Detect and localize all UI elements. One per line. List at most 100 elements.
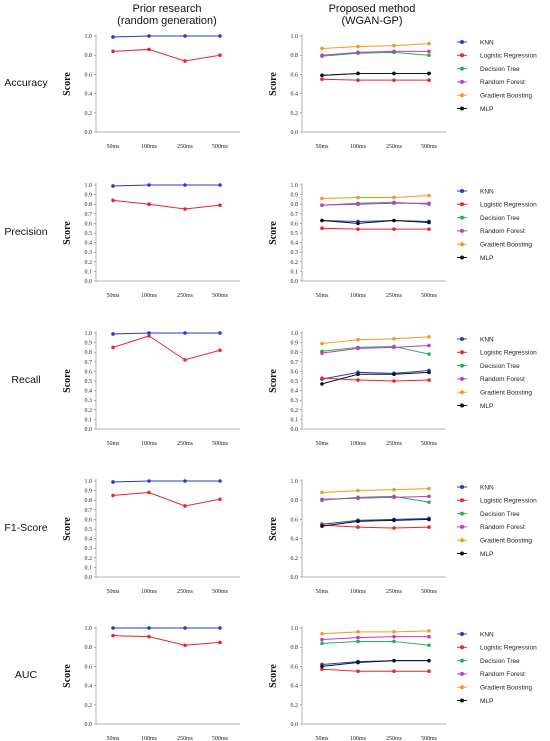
legend: KNN Logistic Regression Decision Tree Rando… bbox=[457, 484, 537, 558]
series-line bbox=[321, 660, 429, 667]
data-point bbox=[427, 525, 431, 529]
x-tick-label: 500ms bbox=[212, 736, 229, 741]
y-tick-label: 0.6 bbox=[291, 664, 299, 670]
series-line bbox=[112, 184, 220, 187]
data-point bbox=[320, 664, 324, 669]
data-point bbox=[147, 490, 151, 495]
data-point bbox=[392, 43, 396, 48]
data-point bbox=[427, 629, 431, 633]
series-logistic-regression bbox=[320, 226, 431, 231]
right-header-line2: (WGAN-GP) bbox=[341, 15, 402, 27]
legend-label: Decision Tree bbox=[480, 511, 520, 518]
series-gradient-boosting bbox=[320, 335, 431, 346]
x-tick-label: 250ms bbox=[386, 589, 403, 595]
y-tick-label: 0.0 bbox=[291, 722, 299, 728]
series-line bbox=[321, 517, 430, 525]
y-tick-label: 0.8 bbox=[85, 202, 93, 208]
legend-swatch-marker bbox=[460, 66, 464, 71]
y-tick-label: 0.6 bbox=[291, 517, 299, 523]
data-point bbox=[427, 49, 431, 54]
y-tick-label: 1.0 bbox=[291, 626, 299, 632]
y-tick-label: 1.0 bbox=[85, 34, 93, 40]
series-gradient-boosting bbox=[320, 486, 431, 495]
series-line bbox=[321, 640, 430, 646]
y-tick-label: 0.2 bbox=[85, 556, 93, 562]
x-tick-label: 100ms bbox=[350, 441, 367, 447]
legend-label: MLP bbox=[480, 551, 493, 558]
data-point bbox=[427, 41, 431, 46]
x-tick-label: 100ms bbox=[141, 441, 158, 447]
series-knn bbox=[320, 218, 431, 224]
y-tick-label: 0.2 bbox=[85, 703, 93, 709]
series-line bbox=[321, 227, 429, 230]
data-point bbox=[427, 193, 431, 198]
data-point bbox=[392, 201, 396, 206]
x-tick-label: 500ms bbox=[212, 589, 229, 595]
y-tick-label: 0.6 bbox=[85, 517, 93, 523]
x-tick-label: 50ms bbox=[106, 441, 120, 447]
data-point bbox=[320, 351, 324, 355]
y-axis-title: Score bbox=[62, 664, 73, 688]
series-line bbox=[321, 72, 429, 76]
legend-label: MLP bbox=[480, 698, 493, 705]
series-line bbox=[112, 492, 221, 507]
data-point bbox=[183, 59, 187, 63]
y-tick-label: 0.4 bbox=[85, 684, 93, 690]
series-mlp bbox=[320, 517, 431, 528]
x-tick-label: 100ms bbox=[141, 293, 158, 299]
legend-swatch-marker bbox=[460, 538, 464, 543]
data-point bbox=[356, 378, 360, 382]
legend-label: Logistic Regression bbox=[480, 350, 537, 357]
data-point bbox=[320, 637, 324, 642]
data-point bbox=[427, 352, 431, 356]
series-logistic-regression bbox=[320, 523, 431, 530]
panel-recall-prior: Recall Score 0.0 0.1 0.2 0.3 0.4 0.5 0.6 0.7 0.8 0.… bbox=[11, 331, 240, 447]
data-point bbox=[427, 343, 431, 348]
x-tick-label: 100ms bbox=[350, 293, 367, 299]
y-tick-label: 0.6 bbox=[291, 221, 299, 227]
data-point bbox=[183, 504, 187, 508]
series-gradient-boosting bbox=[320, 41, 431, 51]
data-point bbox=[218, 203, 222, 207]
y-tick-label: 0.6 bbox=[291, 72, 299, 78]
legend-label: KNN bbox=[480, 336, 494, 343]
data-point bbox=[356, 78, 360, 82]
data-point bbox=[356, 44, 360, 49]
data-point bbox=[356, 496, 360, 501]
series-mlp bbox=[320, 218, 431, 226]
y-tick-label: 0.2 bbox=[85, 111, 93, 117]
x-tick-label: 500ms bbox=[421, 589, 438, 595]
series-random-forest bbox=[320, 634, 431, 642]
x-tick-label: 250ms bbox=[177, 589, 194, 595]
y-tick-label: 0.5 bbox=[291, 379, 299, 385]
y-tick-label: 0.8 bbox=[291, 53, 299, 59]
data-point bbox=[183, 358, 187, 362]
y-tick-label: 0.1 bbox=[85, 417, 93, 423]
x-tick-label: 100ms bbox=[350, 144, 367, 150]
legend-label: Random Forest bbox=[480, 524, 525, 531]
series-random-forest bbox=[320, 343, 431, 355]
series-logistic-regression bbox=[320, 77, 431, 82]
legend-swatch-marker bbox=[460, 403, 464, 408]
x-tick-label: 50ms bbox=[315, 736, 329, 741]
left-header-line2: (random generation) bbox=[117, 15, 217, 27]
series-line bbox=[321, 668, 429, 672]
left-header-line1: Prior research bbox=[132, 3, 201, 15]
y-tick-label: 0.0 bbox=[85, 130, 93, 136]
series-logistic-regression bbox=[111, 198, 222, 211]
panel-precision-proposed: Score 0.0 0.1 0.2 0.3 0.4 0.5 0.6 0.7 0.8 0.9 1.0 50… bbox=[268, 183, 537, 299]
x-tick-label: 100ms bbox=[141, 589, 158, 595]
y-tick-label: 0.9 bbox=[85, 193, 93, 199]
series-line bbox=[112, 335, 221, 361]
y-tick-label: 1.0 bbox=[291, 331, 299, 337]
legend-label: Logistic Regression bbox=[480, 53, 537, 60]
series-gradient-boosting bbox=[320, 193, 431, 201]
data-point bbox=[427, 227, 431, 231]
legend: KNN Logistic Regression Decision Tree Rando… bbox=[457, 631, 537, 705]
legend-swatch-marker bbox=[460, 242, 464, 247]
y-tick-label: 1.0 bbox=[85, 331, 93, 337]
data-point bbox=[218, 640, 222, 645]
data-point bbox=[320, 376, 324, 380]
data-point bbox=[392, 227, 396, 231]
legend-swatch-marker bbox=[460, 645, 464, 650]
